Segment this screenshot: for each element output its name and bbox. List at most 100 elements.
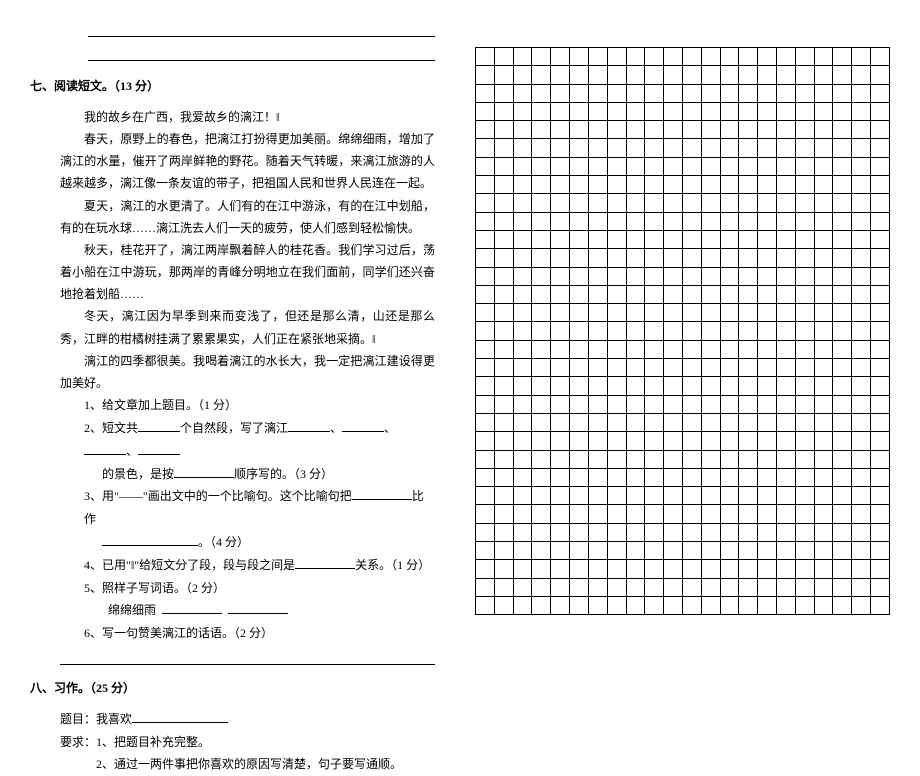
grid-cell[interactable] (720, 267, 739, 285)
grid-cell[interactable] (720, 413, 739, 431)
grid-cell[interactable] (494, 468, 513, 486)
grid-cell[interactable] (833, 212, 852, 230)
grid-cell[interactable] (682, 285, 701, 303)
grid-cell[interactable] (664, 84, 683, 102)
grid-cell[interactable] (645, 194, 664, 212)
grid-cell[interactable] (494, 505, 513, 523)
grid-cell[interactable] (588, 66, 607, 84)
grid-cell[interactable] (871, 84, 890, 102)
grid-cell[interactable] (739, 432, 758, 450)
grid-cell[interactable] (476, 102, 495, 120)
grid-cell[interactable] (777, 377, 796, 395)
grid-cell[interactable] (871, 157, 890, 175)
grid-cell[interactable] (720, 230, 739, 248)
grid-cell[interactable] (852, 139, 871, 157)
grid-cell[interactable] (852, 121, 871, 139)
grid-cell[interactable] (588, 578, 607, 596)
grid-cell[interactable] (626, 285, 645, 303)
grid-cell[interactable] (476, 121, 495, 139)
grid-cell[interactable] (758, 304, 777, 322)
grid-cell[interactable] (795, 505, 814, 523)
grid-cell[interactable] (645, 523, 664, 541)
grid-cell[interactable] (532, 542, 551, 560)
grid-cell[interactable] (852, 542, 871, 560)
grid-cell[interactable] (570, 542, 589, 560)
grid-cell[interactable] (701, 468, 720, 486)
grid-cell[interactable] (720, 432, 739, 450)
grid-cell[interactable] (682, 468, 701, 486)
grid-cell[interactable] (682, 542, 701, 560)
grid-cell[interactable] (645, 285, 664, 303)
grid-cell[interactable] (682, 322, 701, 340)
grid-cell[interactable] (701, 542, 720, 560)
grid-cell[interactable] (626, 468, 645, 486)
grid-cell[interactable] (701, 487, 720, 505)
grid-cell[interactable] (871, 322, 890, 340)
grid-cell[interactable] (739, 48, 758, 66)
grid-cell[interactable] (607, 377, 626, 395)
grid-cell[interactable] (833, 413, 852, 431)
grid-cell[interactable] (570, 121, 589, 139)
grid-cell[interactable] (645, 230, 664, 248)
grid-cell[interactable] (551, 395, 570, 413)
grid-cell[interactable] (871, 395, 890, 413)
grid-cell[interactable] (682, 212, 701, 230)
grid-cell[interactable] (551, 578, 570, 596)
grid-cell[interactable] (664, 102, 683, 120)
grid-cell[interactable] (588, 121, 607, 139)
grid-cell[interactable] (607, 505, 626, 523)
grid-cell[interactable] (476, 139, 495, 157)
grid-cell[interactable] (758, 560, 777, 578)
grid-cell[interactable] (570, 578, 589, 596)
grid-cell[interactable] (701, 230, 720, 248)
grid-cell[interactable] (532, 523, 551, 541)
grid-cell[interactable] (871, 66, 890, 84)
grid-cell[interactable] (739, 66, 758, 84)
grid-cell[interactable] (814, 560, 833, 578)
grid-cell[interactable] (532, 267, 551, 285)
grid-cell[interactable] (833, 322, 852, 340)
grid-cell[interactable] (532, 340, 551, 358)
grid-cell[interactable] (833, 139, 852, 157)
grid-cell[interactable] (720, 395, 739, 413)
grid-cell[interactable] (626, 139, 645, 157)
grid-cell[interactable] (588, 212, 607, 230)
grid-cell[interactable] (701, 304, 720, 322)
grid-cell[interactable] (494, 304, 513, 322)
grid-cell[interactable] (701, 450, 720, 468)
grid-cell[interactable] (871, 194, 890, 212)
grid-cell[interactable] (626, 359, 645, 377)
grid-cell[interactable] (532, 560, 551, 578)
grid-cell[interactable] (588, 523, 607, 541)
grid-cell[interactable] (588, 432, 607, 450)
grid-cell[interactable] (682, 432, 701, 450)
grid-cell[interactable] (852, 578, 871, 596)
grid-cell[interactable] (833, 249, 852, 267)
grid-cell[interactable] (814, 596, 833, 614)
grid-cell[interactable] (814, 249, 833, 267)
grid-cell[interactable] (513, 176, 532, 194)
grid-cell[interactable] (777, 450, 796, 468)
grid-cell[interactable] (551, 487, 570, 505)
grid-cell[interactable] (570, 596, 589, 614)
grid-cell[interactable] (777, 359, 796, 377)
grid-cell[interactable] (513, 102, 532, 120)
grid-cell[interactable] (795, 596, 814, 614)
grid-cell[interactable] (551, 230, 570, 248)
grid-cell[interactable] (871, 285, 890, 303)
grid-cell[interactable] (758, 230, 777, 248)
grid-cell[interactable] (720, 102, 739, 120)
grid-cell[interactable] (476, 176, 495, 194)
grid-cell[interactable] (664, 267, 683, 285)
blank-input[interactable] (174, 466, 234, 477)
grid-cell[interactable] (682, 340, 701, 358)
blank-input[interactable] (84, 443, 126, 454)
grid-cell[interactable] (588, 322, 607, 340)
grid-cell[interactable] (494, 578, 513, 596)
grid-cell[interactable] (814, 523, 833, 541)
grid-cell[interactable] (814, 377, 833, 395)
grid-cell[interactable] (739, 340, 758, 358)
grid-cell[interactable] (588, 395, 607, 413)
grid-cell[interactable] (532, 487, 551, 505)
grid-cell[interactable] (814, 102, 833, 120)
